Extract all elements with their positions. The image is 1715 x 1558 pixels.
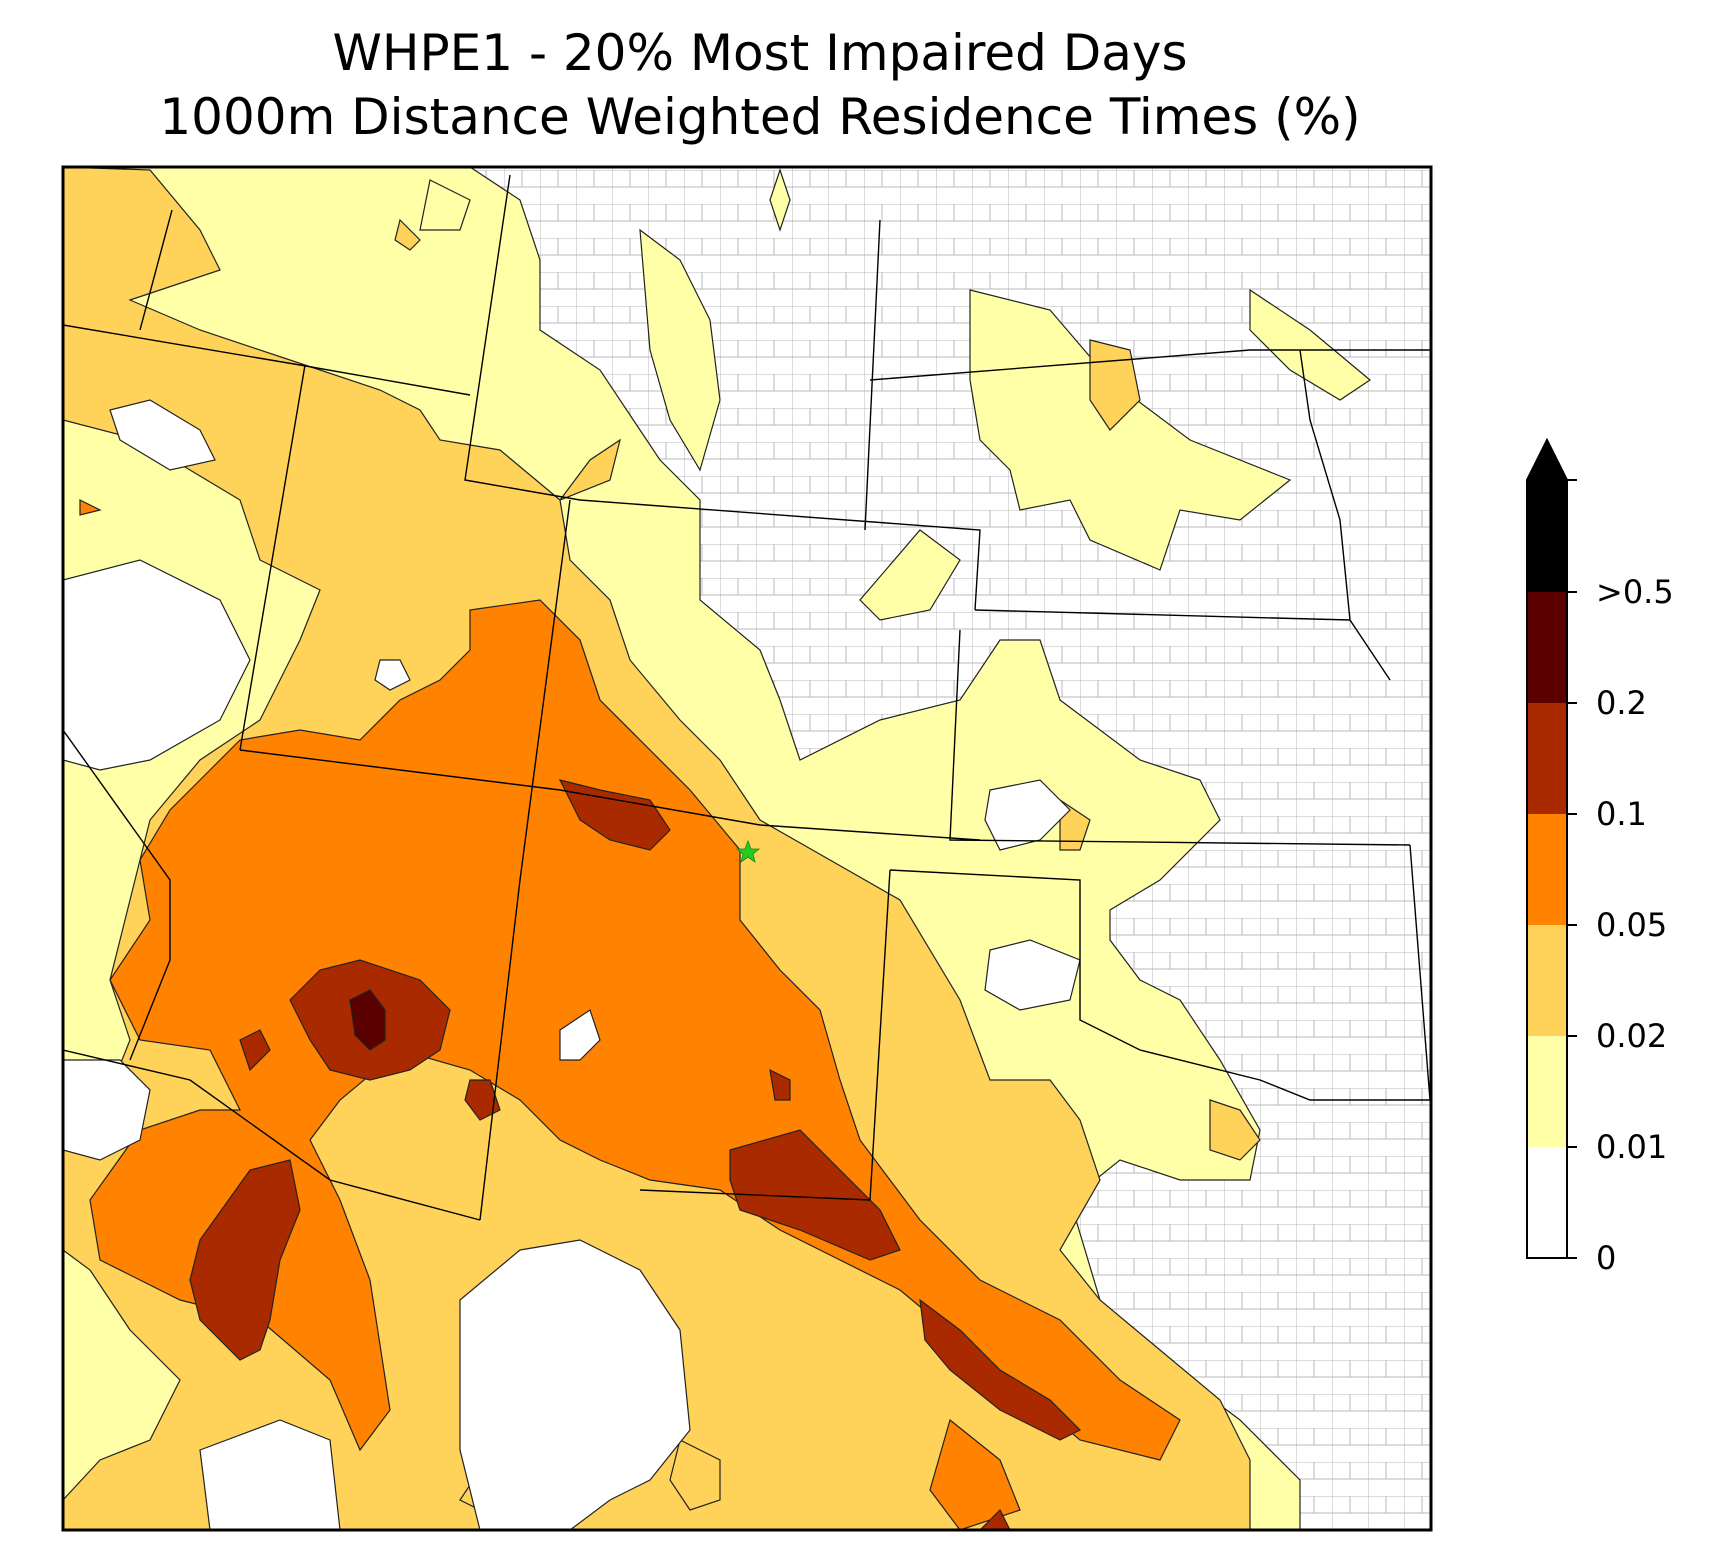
colorbar-segment-0-0.01: [1527, 1147, 1567, 1258]
state-boundaries: [63, 174, 1431, 1221]
contour-holes: [63, 399, 1081, 1530]
colorbar-tick-label: 0.01: [1596, 1128, 1668, 1166]
colorbar: [1526, 437, 1577, 1259]
map-title-line-1: WHPE1 - 20% Most Impaired Days: [332, 24, 1188, 82]
map-plot-area: [63, 167, 1431, 1530]
colorbar-tick-label: 0.1: [1596, 795, 1647, 833]
contour-band-0.05-0.1: [79, 499, 1181, 1530]
colorbar-tick-label: >0.5: [1596, 573, 1674, 611]
colorbar-segment-0.05-0.1: [1527, 814, 1567, 925]
green-star-icon: [735, 839, 761, 863]
colorbar-segment-0.2-0.5: [1527, 592, 1567, 703]
contour-band-0.1-0.2: [189, 779, 1082, 1530]
colorbar-extend-arrow: [1527, 440, 1567, 480]
colorbar-segment-0.01-0.02: [1527, 1036, 1567, 1147]
colorbar-segment->0.5: [1527, 480, 1567, 592]
colorbar-tick-label: 0.02: [1596, 1017, 1668, 1055]
map-frame: [61, 165, 1433, 1532]
colorbar-tick-label: 0.05: [1596, 906, 1668, 944]
colorbar-segment-0.02-0.05: [1527, 925, 1567, 1036]
contour-band-0.2-0.5: [349, 989, 386, 1051]
map-title-line-2: 1000m Distance Weighted Residence Times …: [159, 88, 1361, 146]
colorbar-segment-0.1-0.2: [1527, 703, 1567, 814]
colorbar-tick-label: 0.2: [1596, 684, 1647, 722]
colorbar-tick-label: 0: [1596, 1239, 1617, 1277]
